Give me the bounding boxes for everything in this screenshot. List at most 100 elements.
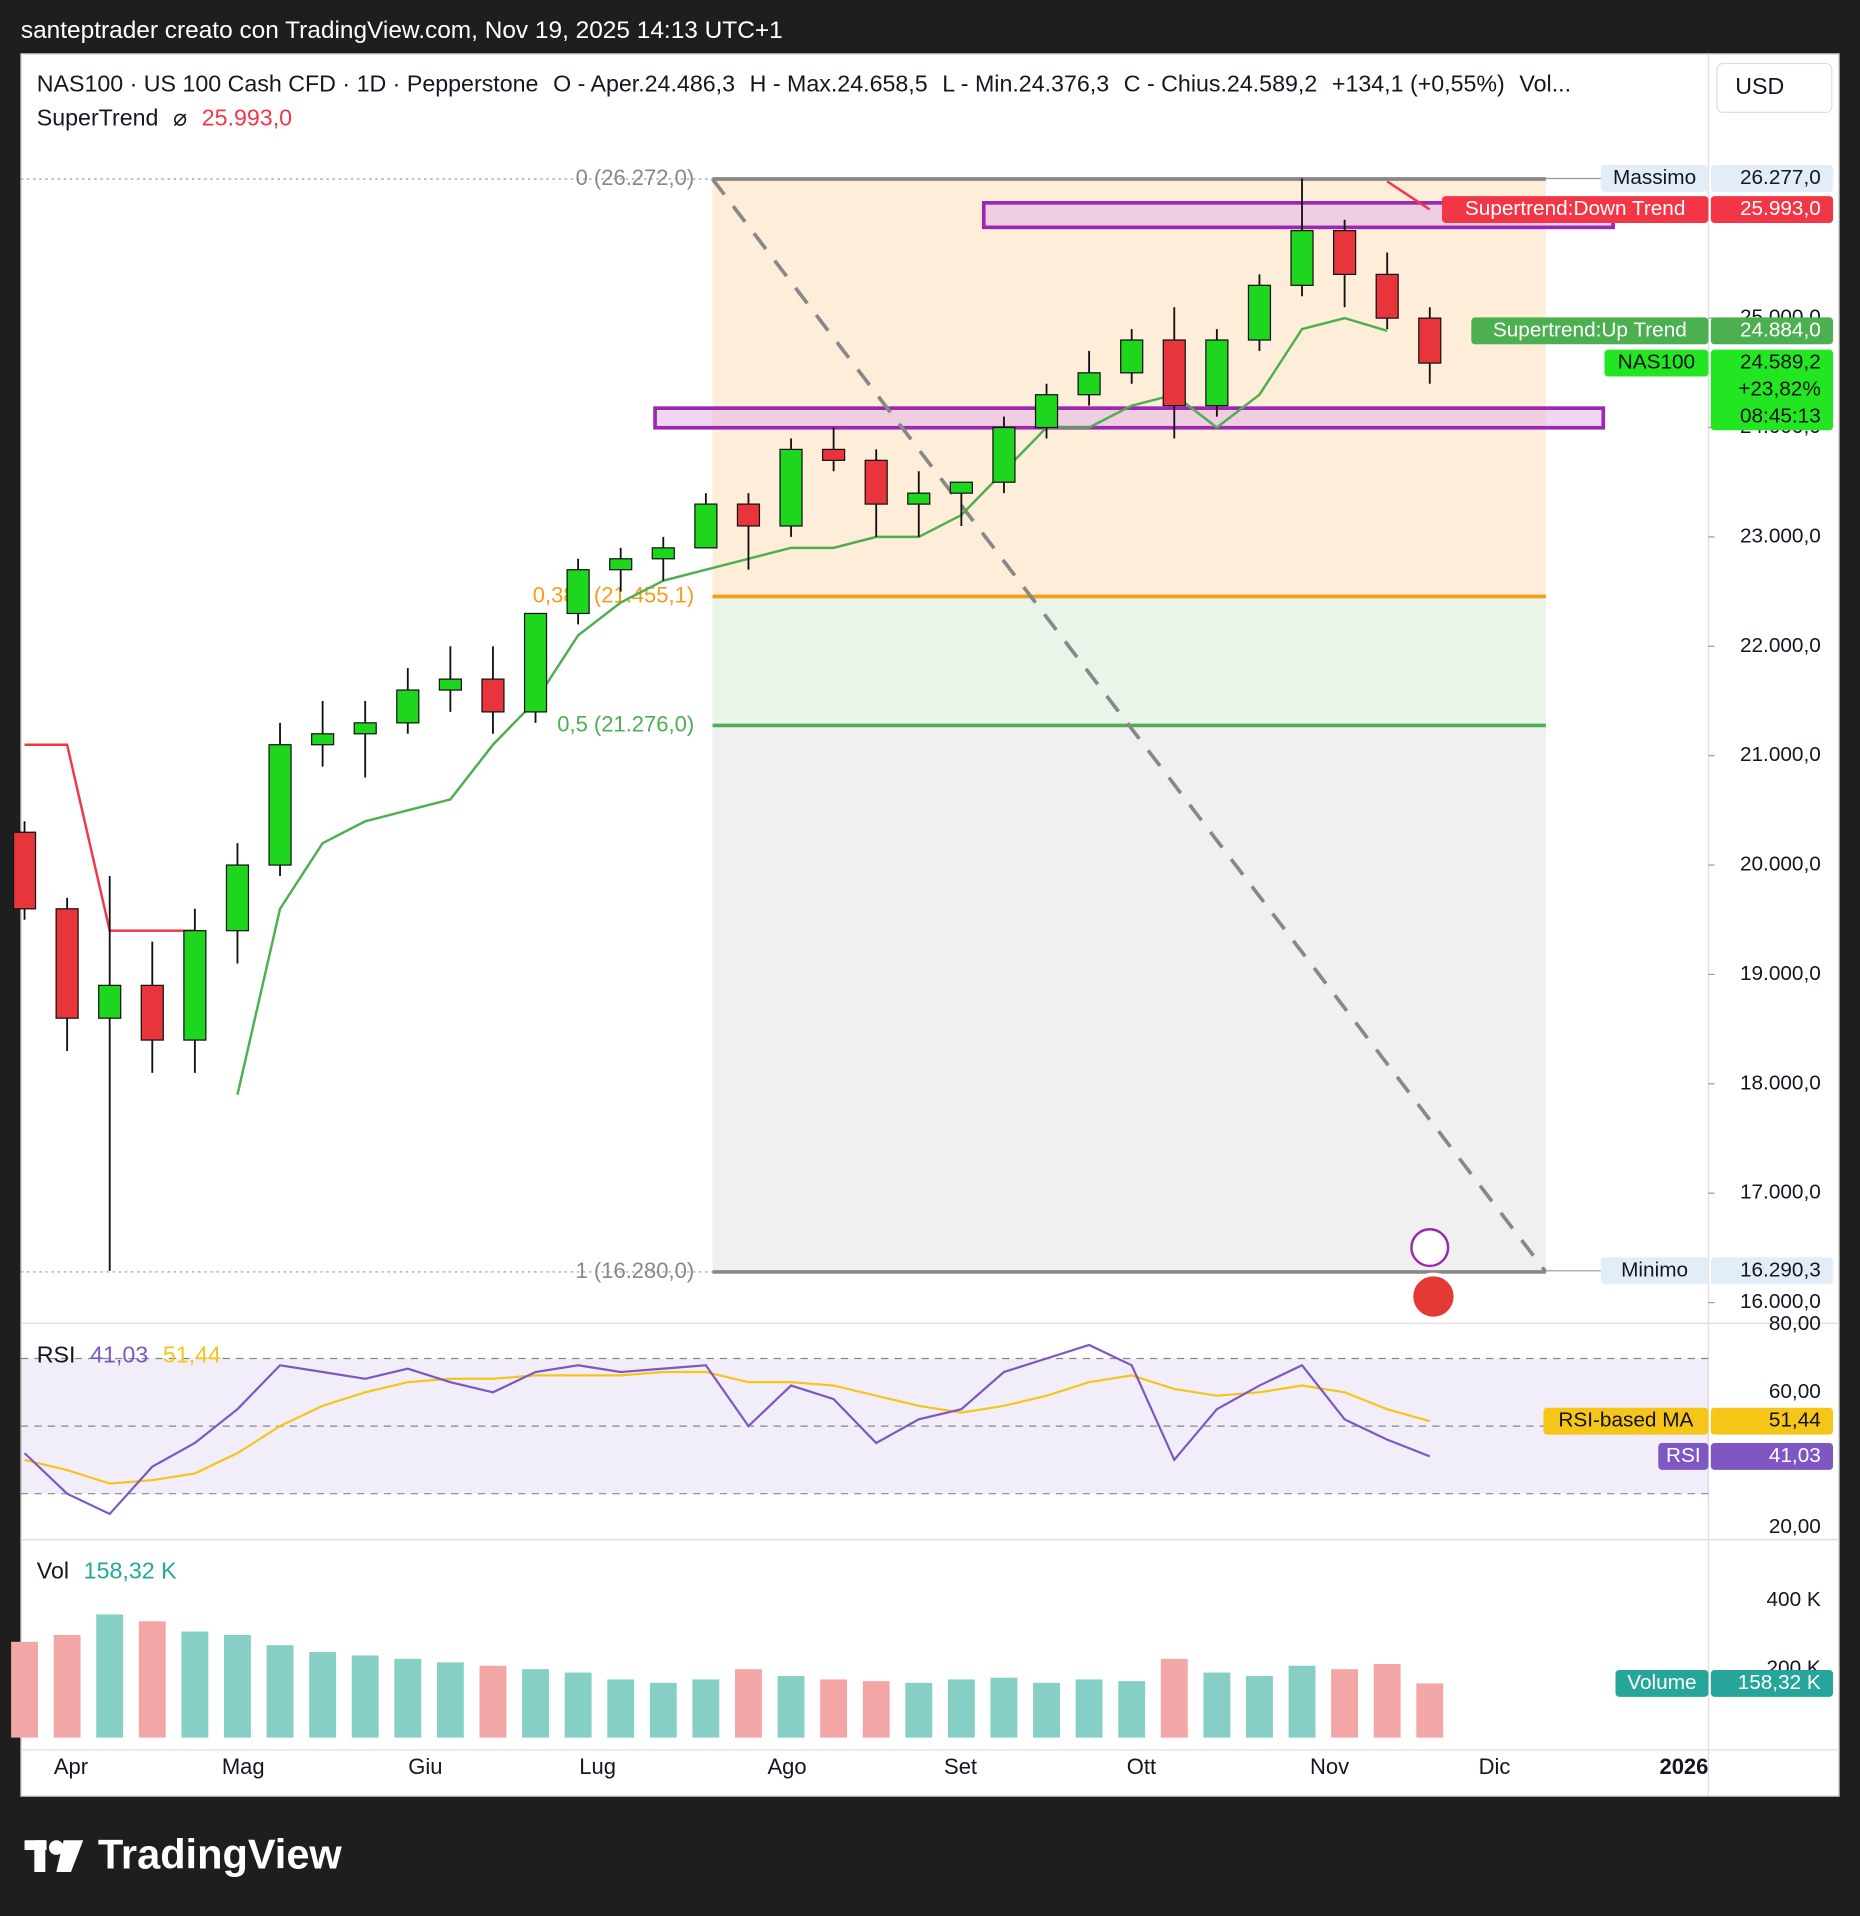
candle-body [311, 733, 335, 746]
rsi-band [20, 1358, 1709, 1494]
volume-bar [1373, 1664, 1401, 1738]
volume-badge-value-box [1710, 1669, 1834, 1697]
volume-bar [735, 1669, 762, 1738]
legend-item: H - Max.24.658,5 [750, 71, 928, 97]
supertrend-line [1386, 180, 1431, 211]
volume-bar [1416, 1683, 1444, 1738]
y-tick-label: 18.000,0 [1740, 1071, 1821, 1094]
x-tick-label: Giu [408, 1754, 442, 1779]
volume-bar [351, 1655, 379, 1738]
volume-bar [181, 1631, 209, 1738]
volume-bar [990, 1677, 1018, 1738]
legend: NAS100 · US 100 Cash CFD · 1D · Pepperst… [37, 71, 1571, 97]
volume-tick-label: 400 K [1767, 1588, 1821, 1611]
rsi-tick-label: 60,00 [1769, 1380, 1821, 1403]
logo [24, 1840, 84, 1873]
y-tick-label: 23.000,0 [1740, 524, 1821, 547]
volume-bar [1331, 1669, 1359, 1738]
rsi-badge-label: RSI [1666, 1444, 1701, 1467]
candle-body [268, 744, 292, 866]
last-price-extra: +23,82% [1738, 377, 1821, 400]
price-label-value-box [1710, 165, 1834, 192]
volume-bar [138, 1621, 166, 1738]
rsi-badge-value: 51,44 [1769, 1409, 1821, 1432]
supertrend-value: 24.884,0 [1740, 318, 1821, 341]
candle-body [992, 426, 1016, 483]
flag-icon [1409, 1272, 1458, 1321]
volume-bar [1075, 1679, 1103, 1738]
rsi-badge-label-box [1543, 1407, 1709, 1435]
rsi-tick-label: 20,00 [1769, 1515, 1821, 1538]
volume-bar [777, 1676, 805, 1738]
rsi-badge-value-box [1710, 1442, 1834, 1470]
fib-zone [712, 179, 1546, 597]
volume-bar [1288, 1665, 1316, 1738]
volume-bar [11, 1641, 38, 1738]
legend-item: +134,1 (+0,55%) [1332, 71, 1505, 97]
candle-body [1247, 284, 1272, 341]
volume-bar [96, 1614, 124, 1738]
x-tick-label: Ott [1127, 1754, 1156, 1779]
price-label-label: Massimo [1613, 166, 1696, 189]
candle-body [864, 459, 888, 505]
rsi-line [24, 1370, 1431, 1485]
legend-title: NAS100 · US 100 Cash CFD · 1D · Pepperst… [37, 71, 539, 97]
volume-bar [436, 1662, 464, 1738]
price-label-label: Minimo [1621, 1258, 1688, 1281]
supertrend-label-box [1471, 317, 1709, 345]
supertrend-value-box [1710, 196, 1834, 223]
legend-item: Vol... [1519, 71, 1571, 97]
candle-body [523, 612, 548, 713]
x-tick-label: Mag [222, 1754, 265, 1779]
y-tick-label: 19.000,0 [1740, 962, 1821, 985]
price-label-value-box [1710, 1257, 1834, 1285]
volume-bar [479, 1665, 507, 1738]
y-tick-label: 20.000,0 [1740, 853, 1821, 876]
supertrend-label: Supertrend:Up Trend [1493, 318, 1687, 341]
x-tick-label: Ago [767, 1754, 806, 1779]
last-price-value: 24.589,2 [1740, 351, 1821, 374]
legend-item: C - Chius.24.589,2 [1124, 71, 1317, 97]
volume-badge-value: 158,32 K [1738, 1671, 1821, 1694]
candle-body [98, 984, 122, 1019]
fib-label: 1 (16.280,0) [576, 1258, 695, 1283]
candle-body [1332, 230, 1357, 275]
price-label-label-box [1600, 165, 1709, 192]
fib-zone [712, 725, 1546, 1272]
fib-zone [712, 596, 1546, 726]
legend-item: L - Min.24.376,3 [942, 71, 1109, 97]
x-tick-label: Dic [1479, 1754, 1511, 1779]
y-tick-label: 22.000,0 [1740, 634, 1821, 657]
y-tick-label: 21.000,0 [1740, 743, 1821, 766]
rsi-value: 41,03 [90, 1341, 148, 1367]
trend-line [711, 177, 1548, 1274]
y-tick-label: 16.000,0 [1740, 1290, 1821, 1313]
candle-body [438, 678, 462, 691]
candle-body [1205, 339, 1229, 407]
candle-body [1034, 394, 1059, 429]
price-label-value: 16.290,3 [1740, 1258, 1821, 1281]
rsi-badge-value-box [1710, 1407, 1834, 1435]
candle-body [566, 569, 590, 615]
x-tick-label: Lug [579, 1754, 616, 1779]
volume-bar [224, 1634, 251, 1738]
candle-body [736, 503, 761, 527]
rsi-ma-value: 51,44 [163, 1341, 221, 1367]
candle-body [949, 481, 973, 494]
rsi-badge-value: 41,03 [1769, 1444, 1821, 1467]
volume-badge-label: Volume [1627, 1671, 1696, 1694]
rsi-line [23, 1343, 1431, 1516]
volume-bar [692, 1679, 720, 1738]
candle-body [396, 689, 420, 724]
zone [653, 406, 1606, 430]
layer: 0 (26.272,0) 0,382 (21.455,1) 0,5 (21.276,… [11, 53, 1840, 1797]
volume-bar [266, 1645, 294, 1738]
currency: USD [1735, 73, 1784, 99]
fib-label: 0 (26.272,0) [576, 165, 695, 190]
indicator-legend: SuperTrend ⌀ 25.993,0 [37, 105, 292, 131]
volume-title: Vol [37, 1558, 69, 1584]
last-price-extra: 08:45:13 [1740, 404, 1821, 427]
fib-label: 0,382 (21.455,1) [533, 582, 694, 607]
brand: TradingView [98, 1830, 343, 1877]
